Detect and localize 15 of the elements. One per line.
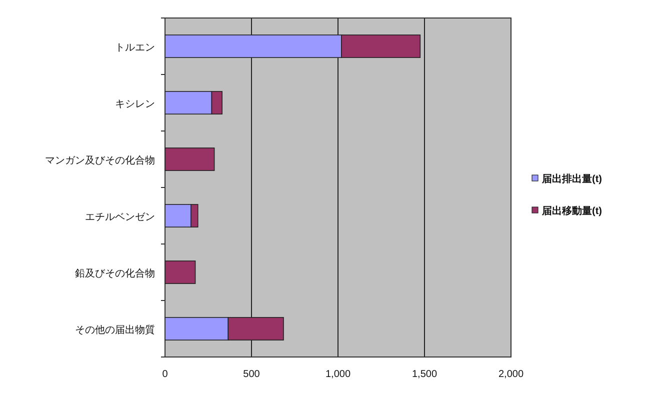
x-tick-label: 1,500 bbox=[412, 369, 438, 380]
x-tick-label: 500 bbox=[243, 369, 260, 380]
bar bbox=[164, 260, 196, 284]
x-tick-label: 1,000 bbox=[325, 369, 351, 380]
y-tick-label: キシレン bbox=[115, 98, 155, 110]
y-tick-label: マンガン及びその化合物 bbox=[45, 154, 155, 166]
y-tick-label: その他の届出物質 bbox=[75, 324, 155, 336]
bar bbox=[164, 148, 215, 171]
y-tick-label: トルエン bbox=[115, 42, 155, 54]
legend-label: 届出移動量(t) bbox=[541, 205, 602, 217]
y-tick-label: エチルベンゼン bbox=[85, 212, 155, 223]
legend-label: 届出排出量(t) bbox=[541, 173, 602, 185]
x-tick-label: 0 bbox=[162, 369, 168, 380]
y-tick-label: 鉛及びその化合物 bbox=[75, 267, 155, 280]
x-tick-label: 2,000 bbox=[498, 369, 524, 380]
